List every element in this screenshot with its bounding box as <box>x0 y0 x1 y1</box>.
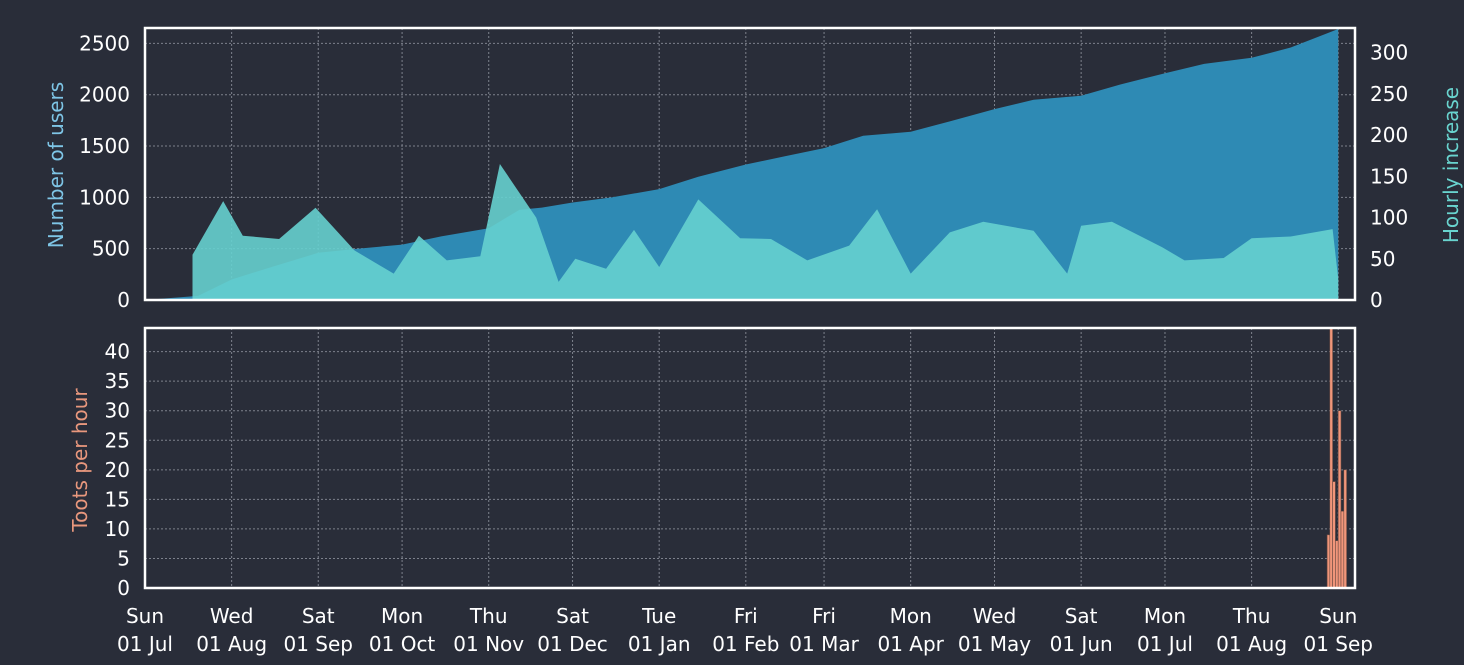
toots-bar <box>1326 534 1331 588</box>
toots-bar <box>1343 469 1347 588</box>
hourly-ytick-label: 200 <box>1370 123 1408 147</box>
toots-ytick-label: 40 <box>105 340 130 364</box>
toots-ytick-label: 30 <box>105 399 130 423</box>
users-ytick-label: 1000 <box>79 185 130 209</box>
xtick-day-label: Fri <box>812 604 836 628</box>
users-ytick-label: 500 <box>92 237 130 261</box>
xtick-date-label: 01 Apr <box>877 632 944 656</box>
users-ytick-label: 2000 <box>79 83 130 107</box>
hourly-ytick-label: 50 <box>1370 247 1395 271</box>
hourly-ytick-label: 100 <box>1370 206 1408 230</box>
users-plot-frame <box>143 26 1357 302</box>
xtick-date-label: 01 Jul <box>1137 632 1193 656</box>
users-ylabel: Number of users <box>44 82 68 248</box>
xtick-day-label: Mon <box>1144 604 1186 628</box>
xtick-day-label: Fri <box>734 604 758 628</box>
xtick-date-label: 01 Dec <box>537 632 608 656</box>
xtick-day-label: Mon <box>381 604 423 628</box>
xtick-date-label: 01 Oct <box>369 632 436 656</box>
xtick-day-label: Mon <box>890 604 932 628</box>
xtick-day-label: Sun <box>1319 604 1357 628</box>
hourly-ylabel: Hourly increase <box>1439 87 1463 243</box>
toots-bar <box>1340 510 1345 588</box>
toots-bar <box>1332 481 1336 588</box>
toots-ytick-label: 0 <box>117 576 130 600</box>
xtick-day-label: Sat <box>556 604 589 628</box>
xtick-date-label: 01 Nov <box>453 632 524 656</box>
toots-grid <box>144 328 1355 589</box>
hourly-increase-area <box>192 164 1339 300</box>
xtick-date-label: 01 Jun <box>1050 632 1113 656</box>
xtick-day-label: Thu <box>469 604 508 628</box>
xtick-date-label: 01 Sep <box>283 632 353 656</box>
toots-bar <box>1329 328 1333 588</box>
xtick-date-label: 01 Aug <box>196 632 267 656</box>
x-axis: Sun 01 Jul Wed 01 Aug Sat 01 Sep Mon 01 Oct Thu 0… <box>117 604 1373 656</box>
xtick-date-label: 01 Jul <box>117 632 173 656</box>
toots-ytick-label: 35 <box>105 369 130 393</box>
hourly-ytick-label: 150 <box>1370 164 1408 188</box>
toots-bar <box>1337 410 1342 588</box>
xtick-date-label: 01 Jan <box>628 632 691 656</box>
users-panel: 0 500 1000 1500 2000 2500 0 50 100 150 200 250 300 Nu… <box>44 26 1463 312</box>
xtick-day-label: Thu <box>1232 604 1271 628</box>
xtick-day-label: Sat <box>302 604 335 628</box>
toots-ytick-label: 25 <box>105 428 130 452</box>
users-ytick-label: 0 <box>117 288 130 312</box>
xtick-date-label: 01 Mar <box>789 632 859 656</box>
users-total-area <box>145 29 1339 300</box>
xtick-date-label: 01 Feb <box>712 632 779 656</box>
toots-ytick-label: 20 <box>105 458 130 482</box>
xtick-day-label: Wed <box>210 604 254 628</box>
xtick-date-label: 01 Aug <box>1216 632 1287 656</box>
toots-ytick-label: 5 <box>117 546 130 570</box>
hourly-ytick-label: 0 <box>1370 288 1383 312</box>
xtick-day-label: Sun <box>126 604 164 628</box>
hourly-ytick-label: 300 <box>1370 41 1408 65</box>
hourly-ytick-label: 250 <box>1370 82 1408 106</box>
toots-plot-frame <box>143 326 1357 590</box>
xtick-day-label: Wed <box>973 604 1017 628</box>
users-ytick-label: 1500 <box>79 134 130 158</box>
xtick-date-label: 01 Sep <box>1303 632 1373 656</box>
xtick-day-label: Sat <box>1065 604 1098 628</box>
users-ytick-label: 2500 <box>79 31 130 55</box>
toots-panel: 0 5 10 15 20 25 30 35 40 Toots per hour <box>68 326 1357 600</box>
xtick-date-label: 01 May <box>958 632 1031 656</box>
toots-ytick-label: 10 <box>105 517 130 541</box>
toots-ylabel: Toots per hour <box>68 388 92 533</box>
xtick-day-label: Tue <box>641 604 676 628</box>
toots-ytick-label: 15 <box>105 487 130 511</box>
toots-bar <box>1335 540 1339 588</box>
